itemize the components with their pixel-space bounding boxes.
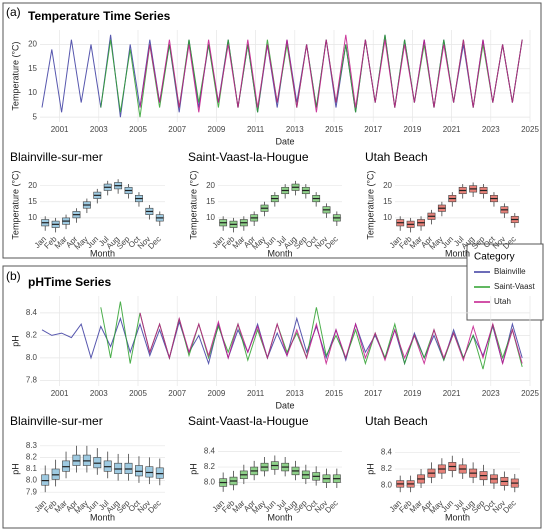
x-tick-label: 2003 [90, 125, 108, 134]
x-tick-label: 2007 [168, 389, 186, 398]
y-axis-label: Temperature (°C) [10, 170, 20, 239]
chart-title: Utah Beach [365, 414, 428, 428]
chart-title: Saint-Vaast-la-Hougue [188, 150, 309, 164]
y-tick-label: 8.0 [204, 478, 216, 487]
legend-title: Category [474, 252, 515, 263]
y-tick-label: 8.2 [204, 462, 216, 471]
x-tick-label: 2021 [443, 389, 461, 398]
y-tick-label: 8.0 [26, 353, 38, 362]
x-tick-label: 2019 [404, 389, 422, 398]
legend-label: Utah [494, 297, 511, 306]
x-axis-label: Month [90, 248, 115, 258]
panel-frame [2, 265, 542, 529]
legend-label: Saint-Vaast [494, 282, 536, 291]
x-tick-label: 2025 [521, 389, 539, 398]
x-tick-label: 2009 [208, 125, 226, 134]
chart-title: Blainville-sur-mer [10, 414, 103, 428]
panel-frame [2, 2, 542, 259]
y-tick-label: 10 [383, 213, 392, 222]
x-tick-label: Dec [323, 235, 339, 251]
chart-title: Blainville-sur-mer [10, 150, 103, 164]
y-tick-label: 8.0 [381, 481, 393, 490]
y-axis-label: pH [365, 463, 375, 475]
y-axis-label: pH [10, 335, 20, 347]
y-tick-label: 8.4 [381, 448, 393, 457]
x-tick-label: 2013 [286, 389, 304, 398]
y-tick-label: 7.9 [26, 487, 38, 496]
x-tick-label: 2005 [129, 125, 147, 134]
x-tick-label: 2023 [482, 125, 500, 134]
panel-label: (b) [6, 269, 21, 283]
x-tick-label: 2009 [208, 389, 226, 398]
x-axis-label: Month [90, 512, 115, 522]
x-tick-label: 2011 [247, 389, 265, 398]
x-tick-label: Dec [501, 499, 517, 515]
x-tick-label: 2001 [51, 125, 69, 134]
chart-title: Saint-Vaast-la-Hougue [188, 414, 309, 428]
x-tick-label: 2021 [443, 125, 461, 134]
series-line [139, 312, 523, 366]
y-tick-label: 8.2 [26, 453, 38, 462]
y-axis-label: Temperature (°C) [10, 41, 20, 110]
y-tick-label: 8.0 [26, 476, 38, 485]
x-tick-label: 2015 [325, 125, 343, 134]
x-axis-label: Month [267, 512, 292, 522]
x-tick-label: 2017 [364, 389, 382, 398]
chart-title: Utah Beach [365, 150, 428, 164]
x-tick-label: Dec [146, 499, 162, 515]
y-tick-label: 20 [28, 181, 37, 190]
y-tick-label: 7.8 [26, 375, 38, 384]
x-axis-label: Month [267, 248, 292, 258]
series-line [139, 34, 523, 113]
chart-title: pHTime Series [28, 275, 111, 289]
y-tick-label: 20 [383, 181, 392, 190]
x-tick-label: 2011 [247, 125, 265, 134]
y-tick-label: 8.2 [381, 464, 393, 473]
y-tick-label: 10 [28, 88, 37, 97]
x-axis-label: Date [275, 400, 294, 410]
y-tick-label: 8.4 [26, 308, 38, 317]
x-tick-label: 2001 [51, 389, 69, 398]
x-tick-label: 2025 [521, 125, 539, 134]
y-tick-label: 15 [28, 197, 37, 206]
x-tick-label: 2019 [404, 125, 422, 134]
y-tick-label: 15 [206, 197, 215, 206]
y-tick-label: 10 [28, 213, 37, 222]
x-tick-label: 2013 [286, 125, 304, 134]
y-axis-label: Temperature (°C) [188, 170, 198, 239]
y-tick-label: 8.1 [26, 464, 38, 473]
y-tick-label: 8.2 [26, 330, 38, 339]
legend-label: Blainville [494, 267, 526, 276]
y-tick-label: 8.4 [204, 447, 216, 456]
y-axis-label: pH [10, 463, 20, 475]
x-tick-label: 2015 [325, 389, 343, 398]
x-tick-label: 2007 [168, 125, 186, 134]
panel-label: (a) [6, 5, 21, 19]
y-tick-label: 15 [383, 197, 392, 206]
y-tick-label: 10 [206, 213, 215, 222]
y-axis-label: Temperature (°C) [365, 170, 375, 239]
x-tick-label: 2023 [482, 389, 500, 398]
y-tick-label: 20 [206, 181, 215, 190]
y-tick-label: 8.3 [26, 441, 38, 450]
chart-title: Temperature Time Series [28, 9, 171, 23]
x-tick-label: 2017 [364, 125, 382, 134]
y-tick-label: 15 [28, 64, 37, 73]
x-tick-label: Dec [323, 499, 339, 515]
y-tick-label: 20 [28, 40, 37, 49]
x-tick-label: 2005 [129, 389, 147, 398]
x-axis-label: Month [445, 248, 470, 258]
y-tick-label: 5 [33, 112, 38, 121]
x-tick-label: Dec [146, 235, 162, 251]
x-tick-label: 2003 [90, 389, 108, 398]
x-axis-label: Date [275, 136, 294, 146]
x-axis-label: Month [445, 512, 470, 522]
y-axis-label: pH [188, 463, 198, 475]
